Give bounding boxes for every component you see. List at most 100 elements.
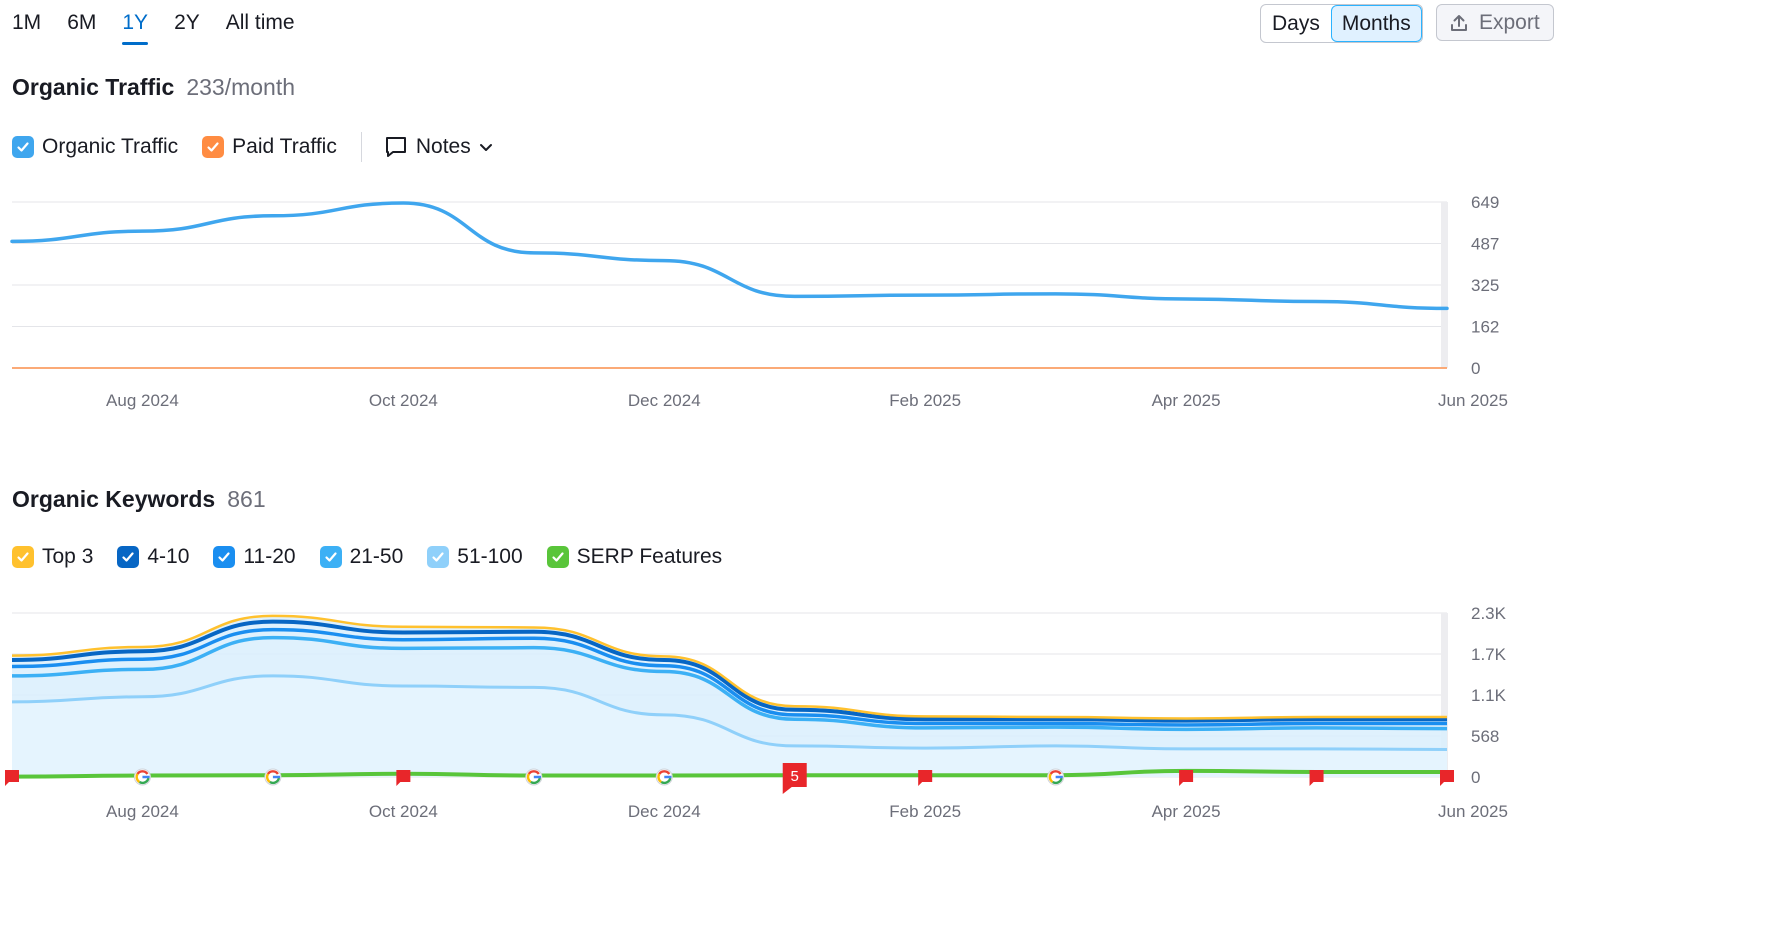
series-line-11-20 [11,627,1447,727]
chart-right-edge [1441,613,1448,777]
google-icon-green [269,777,281,785]
google-update-icon [264,768,282,786]
notes-label: Notes [415,135,471,158]
range-tab-1m[interactable]: 1M [12,11,42,34]
notes-dropdown[interactable]: Notes [384,135,493,159]
legend-51-100[interactable]: 51-100 [427,545,523,569]
x-tick-label: Feb 2025 [889,802,961,821]
flag-icon [5,770,19,786]
legend-11-20[interactable]: 11-20 [213,545,296,569]
google-icon-red [1049,770,1062,775]
google-icon-red [266,770,279,775]
series-line-51-100 [11,674,1448,752]
google-update-icon [525,768,543,786]
x-tick-label: Dec 2024 [628,802,701,821]
legend-divider [360,132,362,162]
granularity-toggle: Days Months [1260,4,1423,43]
y-tick-label: 162 [1471,318,1499,337]
flag-shape [5,770,19,786]
checkbox-checked-icon [202,136,225,158]
months-button[interactable]: Months [1330,5,1422,42]
x-tick-label: Jun 2025 [1438,391,1508,410]
google-update-icon [1047,768,1065,786]
legend-top-3[interactable]: Top 3 [12,545,93,569]
range-tab-1y[interactable]: 1Y [122,8,148,45]
y-tick-label: 1.1K [1471,686,1507,705]
export-button[interactable]: Export [1436,4,1554,41]
legend-organic-traffic[interactable]: Organic Traffic [12,135,178,159]
range-tab-6m[interactable]: 6M [67,11,97,34]
series-line-21-50 [11,635,1448,732]
checkbox-checked-icon [213,546,236,568]
traffic-value: 233/month [186,74,296,100]
google-update-icon [133,768,151,786]
x-tick-label: Apr 2025 [1152,802,1221,821]
legend-label: 51-100 [457,545,523,568]
google-update-icon [655,768,673,786]
google-icon-red [527,770,540,775]
x-tick-label: Dec 2024 [628,391,701,410]
range-tab-all-time[interactable]: All time [225,11,295,34]
serp-features-line [11,768,1447,779]
flag-icon [782,763,807,794]
chevron-down-icon [479,144,492,151]
export-label: Export [1479,10,1540,34]
upload-icon [1451,14,1467,31]
google-icon-yellow [1048,773,1054,784]
series-line-4-10 [11,619,1447,723]
traffic-section-title: Organic Traffic 233/month [12,74,295,101]
y-tick-label: 568 [1471,727,1499,746]
flag-icon [1309,770,1324,786]
keywords-section-title: Organic Keywords 861 [12,486,266,513]
google-icon-red [658,770,671,775]
legend-label: Organic Traffic [42,135,179,158]
y-tick-label: 2.3K [1471,604,1507,623]
legend-label: SERP Features [576,545,723,568]
y-tick-label: 649 [1471,193,1499,212]
checkbox-checked-icon [427,546,450,568]
x-tick-label: Feb 2025 [889,391,961,410]
traffic-title: Organic Traffic [12,74,175,100]
flag-shape [918,770,933,786]
x-tick-label: Aug 2024 [106,802,179,821]
checkbox-checked-icon [546,546,569,568]
checkbox-checked-icon [12,136,34,158]
x-tick-label: Apr 2025 [1152,391,1221,410]
google-icon-yellow [265,773,271,784]
flag-shape [396,770,411,786]
flag-shape [1179,770,1194,786]
days-button[interactable]: Days [1272,12,1320,35]
traffic-legend: Organic Traffic Paid Traffic Notes [12,132,493,162]
flag-icon [1179,770,1194,786]
google-icon-red [136,770,149,775]
keywords-title: Organic Keywords [12,486,216,512]
legend-21-50[interactable]: 21-50 [319,545,403,569]
google-icon-green [1052,777,1063,785]
legend-label: Top 3 [42,545,94,568]
y-tick-label: 0 [1471,768,1480,787]
legend-paid-traffic[interactable]: Paid Traffic [202,135,337,159]
flag-shape [1309,770,1324,786]
range-tab-2y[interactable]: 2Y [174,11,200,34]
google-icon-blue [142,775,150,779]
y-tick-label: 0 [1471,359,1480,378]
flag-icon [918,770,933,786]
legend-label: Paid Traffic [232,135,337,158]
checkbox-checked-icon [117,546,140,568]
flag-count-label: 5 [791,768,799,785]
x-tick-label: Oct 2024 [369,391,438,410]
google-icon-green [530,777,541,785]
keywords-value: 861 [227,486,266,512]
organic-traffic-chart: 0 162 325 487 649 Aug 2024 Oct 2024 Dec 2024 Feb… [10,193,1508,410]
chart-right-edge [1441,202,1448,368]
google-icon-yellow [526,773,532,784]
x-tick-label: Aug 2024 [106,391,179,410]
legend-serp-features[interactable]: SERP Features [546,545,723,569]
google-icon-blue [533,775,542,779]
google-icon-green [660,777,672,785]
google-icon-yellow [135,773,141,784]
legend-4-10[interactable]: 4-10 [117,545,189,569]
y-tick-label: 1.7K [1471,645,1507,664]
google-icon-blue [664,775,672,779]
comment-icon [385,137,406,157]
